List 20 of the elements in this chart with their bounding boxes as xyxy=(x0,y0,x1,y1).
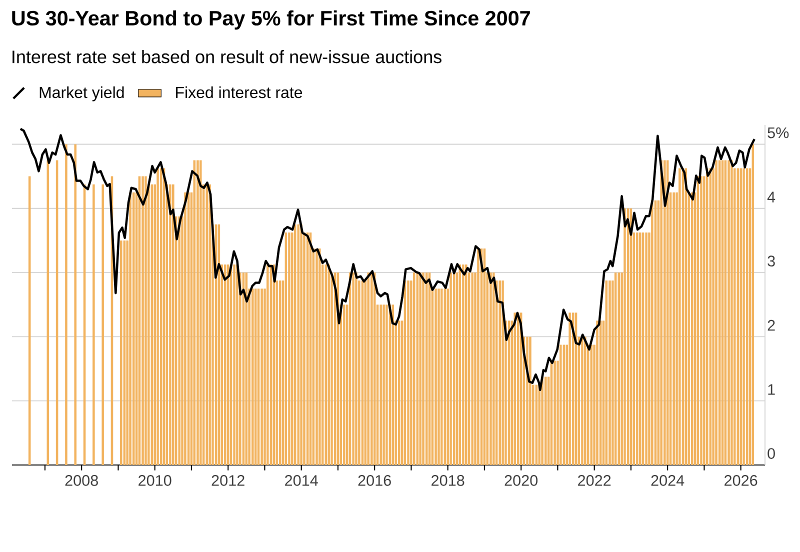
x-tick-label: 2016 xyxy=(358,475,391,486)
x-tick-label: 2024 xyxy=(651,475,684,486)
y-tick-label: 4 xyxy=(767,192,776,202)
legend-label: Market yield xyxy=(40,86,124,102)
y-tick-label: 2 xyxy=(768,320,775,331)
x-tick-label: 2018 xyxy=(432,475,464,486)
y-tick-label: 1 xyxy=(768,384,775,395)
x-tick-label: 2008 xyxy=(65,475,98,486)
chart-subtitle: Interest rate set based on result of new-issue auctions xyxy=(12,50,442,64)
y-tick-label: 0 xyxy=(768,448,775,459)
chart-title: US 30-Year Bond to Pay 5% for First Time Since 2007 xyxy=(12,10,530,30)
x-tick-label: 2022 xyxy=(578,475,611,486)
legend-label: Fixed interest rate xyxy=(176,86,302,98)
x-tick-label: 2014 xyxy=(285,475,318,486)
x-tick-label: 2020 xyxy=(504,475,538,486)
x-tick-label: 2012 xyxy=(212,475,244,486)
x-tick-label: 2026 xyxy=(724,475,758,486)
x-tick-label: 2010 xyxy=(138,475,172,486)
y-tick-label: 3 xyxy=(768,256,775,266)
y-tick-label: 5% xyxy=(768,127,789,138)
